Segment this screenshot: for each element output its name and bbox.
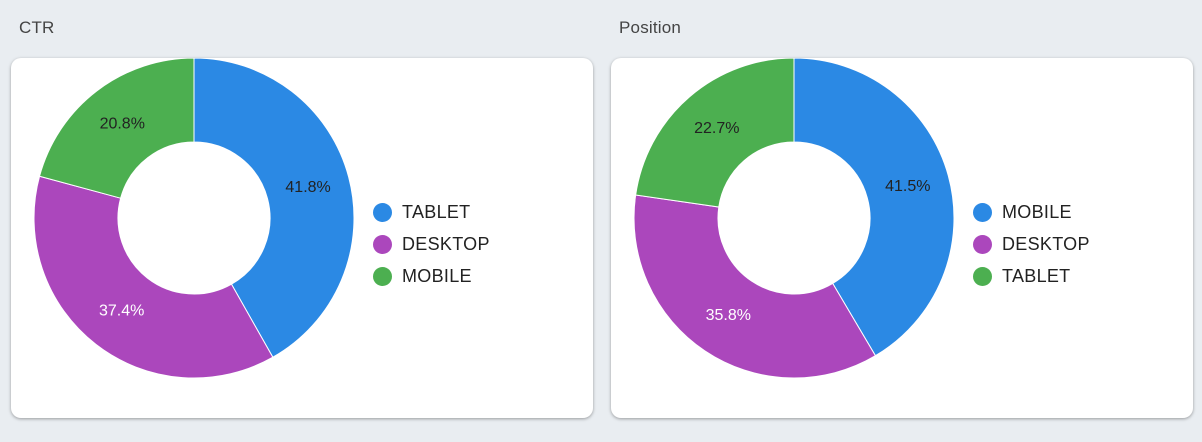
position-chart-card: 41.5% 35.8% 22.7% MOBILE DESKTOP TABLET bbox=[611, 58, 1193, 418]
slice-label-desktop: 35.8% bbox=[706, 307, 751, 324]
legend-swatch bbox=[373, 202, 392, 222]
legend-swatch bbox=[373, 234, 392, 254]
legend-label: DESKTOP bbox=[1002, 233, 1090, 254]
legend-swatch bbox=[973, 234, 992, 254]
slice-label-desktop: 37.4% bbox=[99, 302, 144, 319]
slice-label-tablet: 41.8% bbox=[285, 179, 330, 196]
legend-swatch bbox=[973, 202, 992, 222]
legend-item-desktop[interactable]: DESKTOP bbox=[973, 228, 1090, 260]
legend-label: DESKTOP bbox=[402, 233, 490, 254]
legend-label: TABLET bbox=[402, 201, 471, 222]
slice-desktop[interactable] bbox=[33, 175, 274, 379]
slice-mobile[interactable] bbox=[793, 58, 955, 357]
slice-tablet[interactable] bbox=[635, 58, 795, 208]
ctr-legend: TABLET DESKTOP MOBILE bbox=[373, 196, 490, 292]
legend-label: MOBILE bbox=[1002, 201, 1072, 222]
legend-item-tablet[interactable]: TABLET bbox=[973, 260, 1090, 292]
legend-item-tablet[interactable]: TABLET bbox=[373, 196, 490, 228]
ctr-panel: CTR 41.8% 37.4% 20.8% TABLET DESKTOP MOBIL… bbox=[11, 0, 593, 442]
position-panel: Position 41.5% 35.8% 22.7% MOBILE DESKTOP … bbox=[611, 0, 1193, 442]
ctr-chart-card: 41.8% 37.4% 20.8% TABLET DESKTOP MOBILE bbox=[11, 58, 593, 418]
legend-item-mobile[interactable]: MOBILE bbox=[973, 196, 1090, 228]
ctr-donut-chart: 41.8% 37.4% 20.8% bbox=[33, 58, 355, 379]
slice-desktop[interactable] bbox=[633, 194, 877, 379]
slice-mobile[interactable] bbox=[38, 58, 195, 199]
position-donut-chart: 41.5% 35.8% 22.7% bbox=[633, 58, 955, 379]
panel-title: Position bbox=[619, 18, 682, 37]
position-legend: MOBILE DESKTOP TABLET bbox=[973, 196, 1090, 292]
legend-label: TABLET bbox=[1002, 265, 1071, 286]
legend-item-mobile[interactable]: MOBILE bbox=[373, 260, 490, 292]
legend-swatch bbox=[973, 266, 992, 286]
slice-label-mobile: 20.8% bbox=[100, 116, 145, 133]
panel-title: CTR bbox=[19, 18, 55, 37]
slice-label-tablet: 22.7% bbox=[694, 120, 739, 137]
slice-label-mobile: 41.5% bbox=[885, 178, 930, 195]
legend-label: MOBILE bbox=[402, 265, 472, 286]
slice-tablet[interactable] bbox=[193, 58, 355, 358]
legend-swatch bbox=[373, 266, 392, 286]
legend-item-desktop[interactable]: DESKTOP bbox=[373, 228, 490, 260]
